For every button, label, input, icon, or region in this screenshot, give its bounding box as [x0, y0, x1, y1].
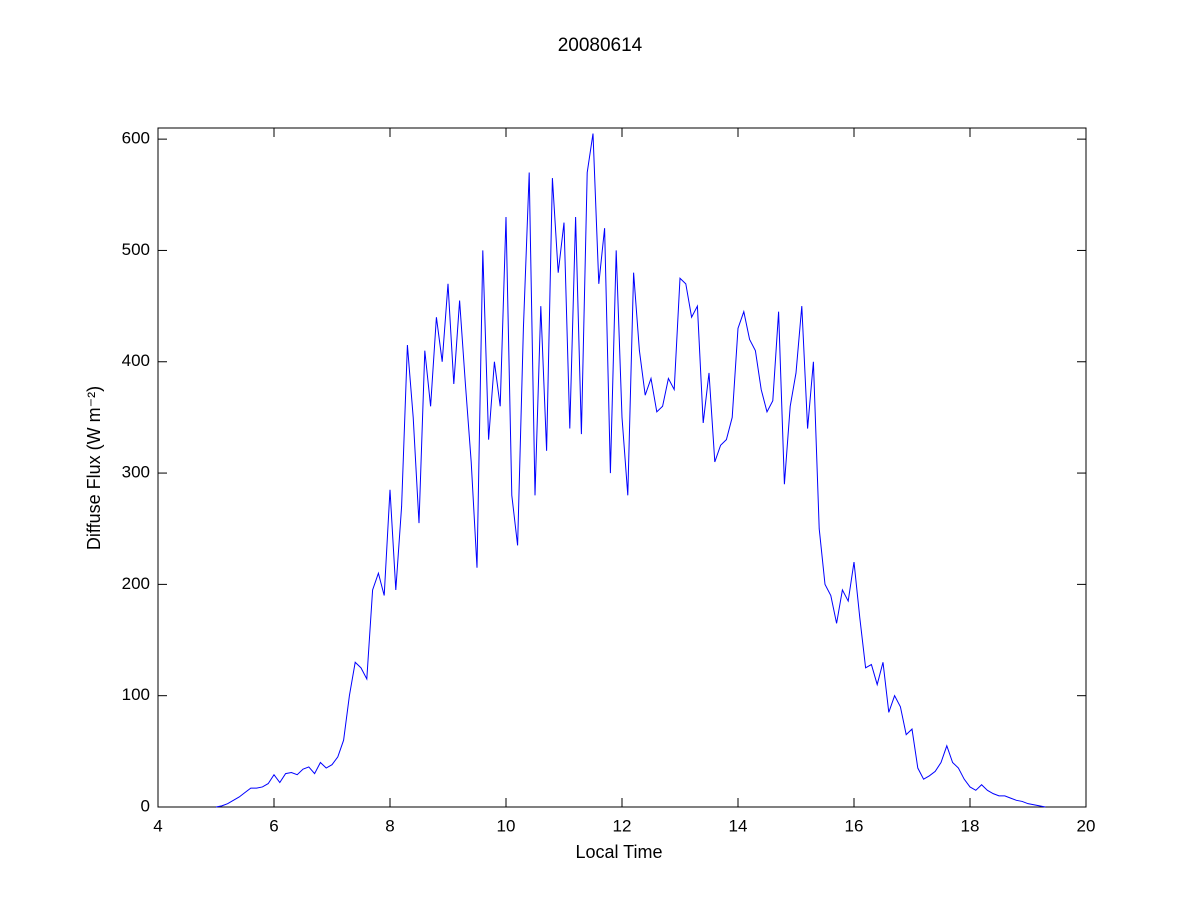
y-tick-label: 200 [122, 574, 150, 593]
y-tick-label: 500 [122, 240, 150, 259]
x-tick-label: 18 [961, 816, 980, 835]
y-tick-label: 400 [122, 351, 150, 370]
x-tick-label: 8 [385, 816, 394, 835]
data-line [215, 133, 1046, 808]
x-tick-label: 20 [1077, 816, 1096, 835]
x-tick-label: 16 [845, 816, 864, 835]
y-tick-label: 100 [122, 685, 150, 704]
y-axis-label: Diffuse Flux (W m⁻²) [84, 386, 104, 550]
x-tick-label: 6 [269, 816, 278, 835]
x-tick-label: 12 [613, 816, 632, 835]
x-tick-label: 4 [153, 816, 162, 835]
x-tick-label: 10 [497, 816, 516, 835]
y-tick-label: 0 [141, 796, 150, 815]
x-axis-label: Local Time [575, 842, 662, 862]
y-tick-label: 300 [122, 463, 150, 482]
x-tick-label: 14 [729, 816, 748, 835]
y-tick-label: 600 [122, 129, 150, 148]
chart-title: 20080614 [558, 35, 643, 56]
